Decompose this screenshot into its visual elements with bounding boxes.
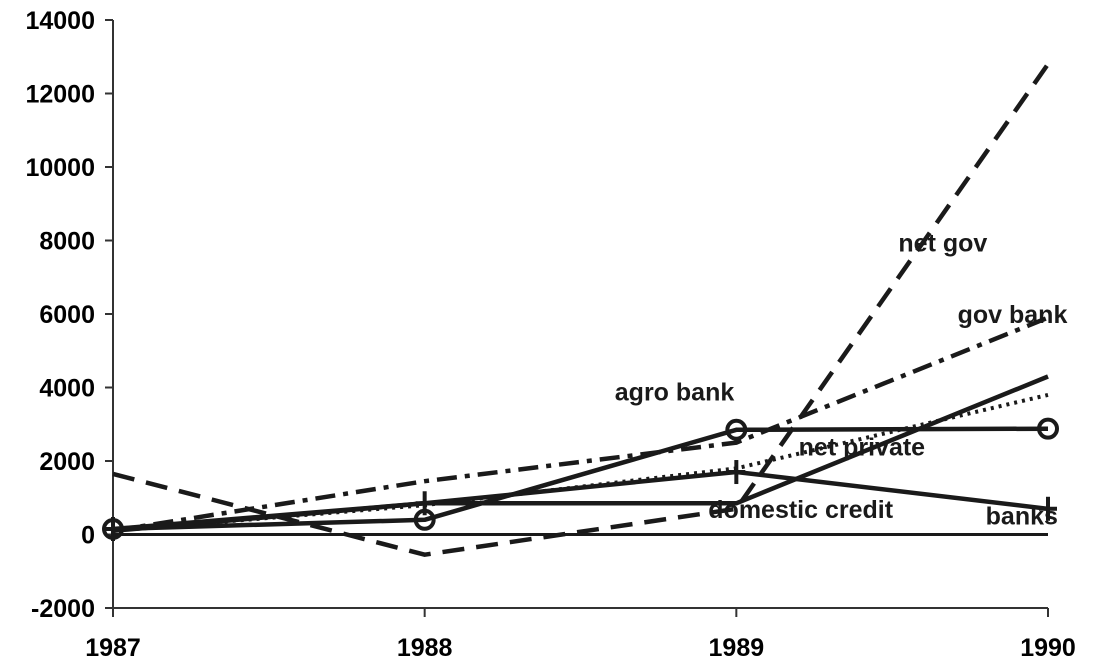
- y-tick-label: 8000: [39, 228, 95, 256]
- point-marker-banks: [415, 491, 434, 516]
- point-marker-agro-bank: [725, 418, 748, 441]
- series-line-net-private: [112, 392, 1049, 533]
- series-line-net-gov: [112, 62, 1050, 557]
- point-marker-banks: [1039, 496, 1057, 521]
- y-tick-label: 2000: [39, 448, 95, 476]
- y-tick-label: -2000: [31, 595, 95, 623]
- series-line-agro-bank: [112, 426, 1049, 532]
- point-marker-banks: [104, 516, 122, 541]
- point-marker-banks: [727, 460, 746, 485]
- series-label-gov-bank: gov bank: [958, 301, 1068, 329]
- series-label-domestic-credit: domestic credit: [708, 496, 893, 524]
- series-lines: [112, 62, 1050, 557]
- x-tick-label: 1989: [709, 634, 765, 662]
- series-line-gov-bank: [112, 315, 1049, 534]
- axes: -2000 0 2000 4000 6000 8000 10000 12000 14000 198…: [25, 7, 1075, 662]
- y-tick-label: 10000: [25, 154, 95, 182]
- series-label-agro-bank: agro bank: [615, 378, 735, 406]
- point-marker-agro-bank: [1037, 417, 1059, 440]
- y-tick-label: 4000: [39, 375, 95, 403]
- y-tick-label: 0: [81, 522, 95, 550]
- series-label-net-private: net private: [799, 433, 926, 461]
- series-label-net-gov: net gov: [898, 230, 987, 258]
- y-tick-label: 12000: [25, 81, 95, 109]
- series-line-banks: [112, 469, 1049, 532]
- series-markers: [102, 417, 1059, 541]
- x-tick-label: 1987: [85, 634, 141, 662]
- series-label-banks: banks: [986, 503, 1058, 531]
- series-labels: net gov gov bank agro bank net private domes…: [615, 230, 1068, 531]
- y-tick-label: 6000: [39, 301, 95, 329]
- x-tick-label: 1988: [397, 634, 453, 662]
- y-tick-label: 14000: [25, 7, 95, 35]
- x-tick-label: 1990: [1020, 634, 1076, 662]
